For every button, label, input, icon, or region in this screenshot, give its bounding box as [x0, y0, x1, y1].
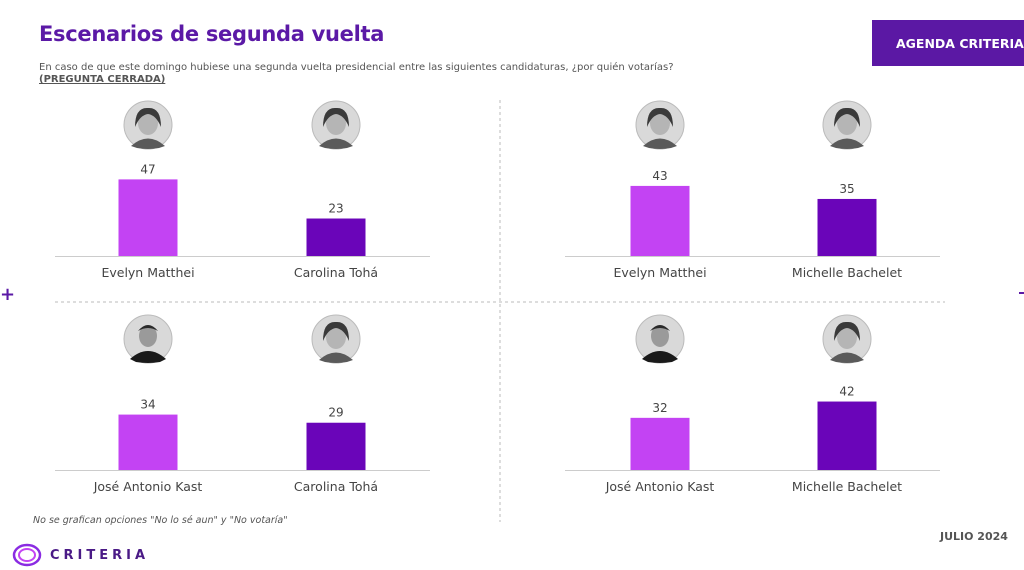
category-label: José Antonio Kast	[93, 479, 203, 494]
question-body: En caso de que este domingo hubiese una …	[39, 62, 674, 73]
avatar-shoulders	[830, 352, 864, 363]
avatar-face	[650, 111, 670, 135]
avatar-hair	[647, 107, 673, 127]
edge-marker	[1019, 292, 1024, 294]
plus-marker-icon: +	[0, 284, 16, 305]
scenario-panel-4: 32 José Antonio Kast 42 Michelle Bachelet	[565, 314, 940, 494]
avatar-hair	[650, 325, 670, 331]
bar-value-label: 34	[140, 398, 155, 412]
avatar-shoulders	[319, 138, 353, 149]
avatar-hair	[323, 321, 349, 341]
avatar-hair	[323, 107, 349, 127]
category-label: Michelle Bachelet	[792, 265, 902, 280]
avatar-face	[139, 325, 157, 347]
bar-2	[306, 218, 366, 256]
woman-portrait-icon	[311, 314, 361, 364]
bar-2	[817, 401, 877, 470]
avatar-hair	[138, 325, 158, 331]
bar-value-label: 32	[652, 401, 667, 415]
question-note: (PREGUNTA CERRADA)	[39, 74, 166, 85]
agenda-criteria-badge: AGENDA CRITERIA	[872, 20, 1024, 66]
avatar-face	[837, 111, 857, 135]
page-title: Escenarios de segunda vuelta	[39, 22, 385, 46]
woman-portrait-icon	[635, 100, 685, 150]
bar-2	[306, 422, 366, 470]
avatar-hair	[135, 107, 161, 127]
criteria-logo-text: CRITERIA	[50, 547, 150, 563]
avatar-face	[326, 325, 346, 349]
avatar-face	[138, 111, 158, 135]
avatar-shoulders	[643, 138, 677, 149]
category-label: Evelyn Matthei	[613, 265, 706, 280]
woman-portrait-icon	[311, 100, 361, 150]
category-label: Carolina Tohá	[294, 479, 378, 494]
category-label: Evelyn Matthei	[101, 265, 194, 280]
bar-1	[118, 414, 178, 470]
category-label: Carolina Tohá	[294, 265, 378, 280]
category-label: José Antonio Kast	[605, 479, 715, 494]
man-portrait-icon	[123, 314, 173, 364]
bar-value-label: 42	[839, 385, 854, 399]
bar-1	[630, 185, 690, 256]
bar-value-label: 35	[839, 182, 854, 196]
avatar-shoulders	[319, 352, 353, 363]
bar-2	[817, 198, 877, 256]
avatar-face	[326, 111, 346, 135]
avatar-suit	[642, 351, 678, 363]
avatar-hair	[834, 321, 860, 341]
avatar-face	[837, 325, 857, 349]
avatar-suit	[130, 351, 166, 363]
question-text: En caso de que este domingo hubiese una …	[39, 62, 799, 86]
bar-value-label: 29	[328, 406, 343, 420]
category-label: Michelle Bachelet	[792, 479, 902, 494]
avatar-shoulders	[830, 138, 864, 149]
criteria-logo: CRITERIA	[12, 543, 149, 567]
bar-value-label: 43	[652, 169, 667, 183]
woman-portrait-icon	[123, 100, 173, 150]
avatar-shoulders	[131, 138, 165, 149]
avatar-face	[651, 325, 669, 347]
man-portrait-icon	[635, 314, 685, 364]
scenario-panel-2: 43 Evelyn Matthei 35 Michelle Bachelet	[565, 100, 940, 280]
scenario-panel-1: 47 Evelyn Matthei 23 Carolina Tohá	[55, 100, 430, 280]
woman-portrait-icon	[822, 314, 872, 364]
bar-value-label: 47	[140, 162, 155, 176]
footnote: No se grafican opciones "No lo sé aun" y…	[33, 515, 288, 526]
bar-1	[118, 179, 178, 256]
bar-1	[630, 417, 690, 470]
scenario-panel-3: 34 José Antonio Kast 29 Carolina Tohá	[55, 314, 430, 494]
woman-portrait-icon	[822, 100, 872, 150]
bar-value-label: 23	[328, 202, 343, 216]
criteria-logo-icon	[12, 543, 42, 567]
avatar-hair	[834, 107, 860, 127]
date-label: JULIO 2024	[940, 530, 1008, 543]
